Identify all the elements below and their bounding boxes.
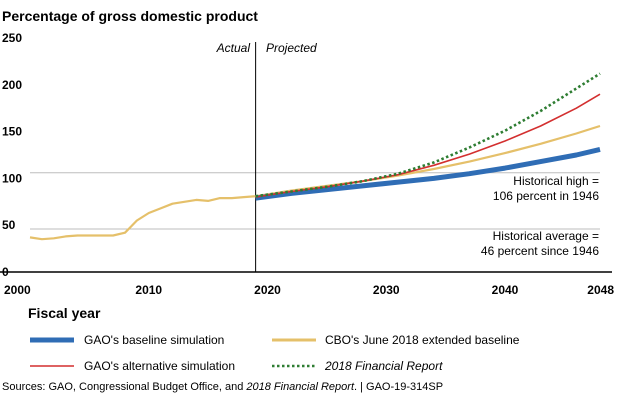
x-tick-label: 2040 xyxy=(492,283,519,297)
y-tick-label: 250 xyxy=(2,31,22,45)
y-tick-label: 0 xyxy=(2,265,9,279)
x-tick-label: 2048 xyxy=(587,283,614,297)
legend-label-financial-report: 2018 Financial Report xyxy=(324,359,443,373)
x-tick-label: 2000 xyxy=(4,283,31,297)
actual-label: Actual xyxy=(216,41,251,55)
series-line-gao-alternative xyxy=(255,93,601,198)
axes xyxy=(0,42,612,273)
projected-label: Projected xyxy=(266,41,317,55)
legend-label-alternative: GAO's alternative simulation xyxy=(84,359,235,373)
series-line-cbo-extended-baseline xyxy=(29,124,601,241)
y-tick-label: 100 xyxy=(2,171,22,185)
legend-label-baseline: GAO's baseline simulation xyxy=(84,333,224,347)
y-tick-label: 200 xyxy=(2,78,22,92)
historical-average-label-line2: 46 percent since 1946 xyxy=(481,244,599,258)
x-tick-label: 2030 xyxy=(373,283,400,297)
series-line-financial-report xyxy=(255,72,601,198)
reference-lines xyxy=(30,172,600,230)
historical-average-label-line1: Historical average = xyxy=(493,229,599,243)
y-tick-label: 50 xyxy=(2,218,16,232)
tick-labels: 0 50 100 150 200 250 2000 2010 2020 2030 2040 2048 xyxy=(2,31,614,297)
chart-title: Percentage of gross domestic product xyxy=(2,8,258,24)
series-lines xyxy=(29,72,601,241)
legend-label-cbo: CBO's June 2018 extended baseline xyxy=(325,333,520,347)
x-tick-label: 2010 xyxy=(135,283,162,297)
x-axis-title: Fiscal year xyxy=(28,305,101,321)
series-line-gao-baseline xyxy=(255,146,601,201)
historical-high-label-line1: Historical high = xyxy=(513,174,599,188)
y-tick-label: 150 xyxy=(2,125,22,139)
legend: GAO's baseline simulation CBO's June 201… xyxy=(30,333,520,373)
x-tick-label: 2020 xyxy=(254,283,281,297)
historical-high-label-line2: 106 percent in 1946 xyxy=(493,189,599,203)
source-note: Sources: GAO, Congressional Budget Offic… xyxy=(2,381,443,393)
